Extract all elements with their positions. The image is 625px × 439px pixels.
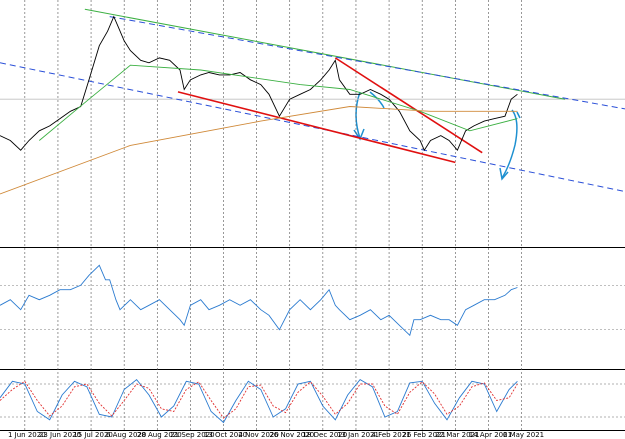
series-line [0,378,518,424]
x-tick-label: 18 Dec 2020 [302,431,347,439]
arrow [355,91,361,139]
x-tick-label: 21 Sep 2020 [170,431,214,439]
x-tick-label: 15 Jul 2020 [73,431,113,439]
x-tick-label: 6 May 2021 [503,431,544,439]
x-tick-label: 26 Nov 2020 [269,431,314,439]
series-line [0,380,518,419]
series-line [0,264,518,337]
series-line [39,64,518,141]
series-line [0,15,518,152]
x-tick-label: 6 Aug 2020 [106,431,146,439]
x-tick-label: 4 Feb 2021 [372,431,411,439]
arrow-head [499,167,509,181]
x-tick-label: 1 Jun 2020 [8,431,46,439]
x-tick-label: 13 Oct 2020 [204,431,247,439]
x-tick-label: 13 Jan 2021 [337,431,379,439]
trend-line [109,16,625,110]
x-tick-label: 4 Nov 2020 [238,431,278,439]
x-tick-label: 28 Aug 2020 [137,431,182,439]
series-line [0,106,518,195]
arrow [501,109,518,179]
trend-line [177,91,456,164]
arrow [516,111,521,119]
arrow [369,91,385,109]
trend-line [334,57,483,154]
trend-line [0,62,625,193]
x-tick-label: 26 Feb 2021 [402,431,446,439]
x-tick-label: 23 Jun 2020 [39,431,81,439]
x-tick-label: 22 Mar 2021 [435,431,479,439]
x-tick-label: 14 Apr 2021 [469,431,512,439]
